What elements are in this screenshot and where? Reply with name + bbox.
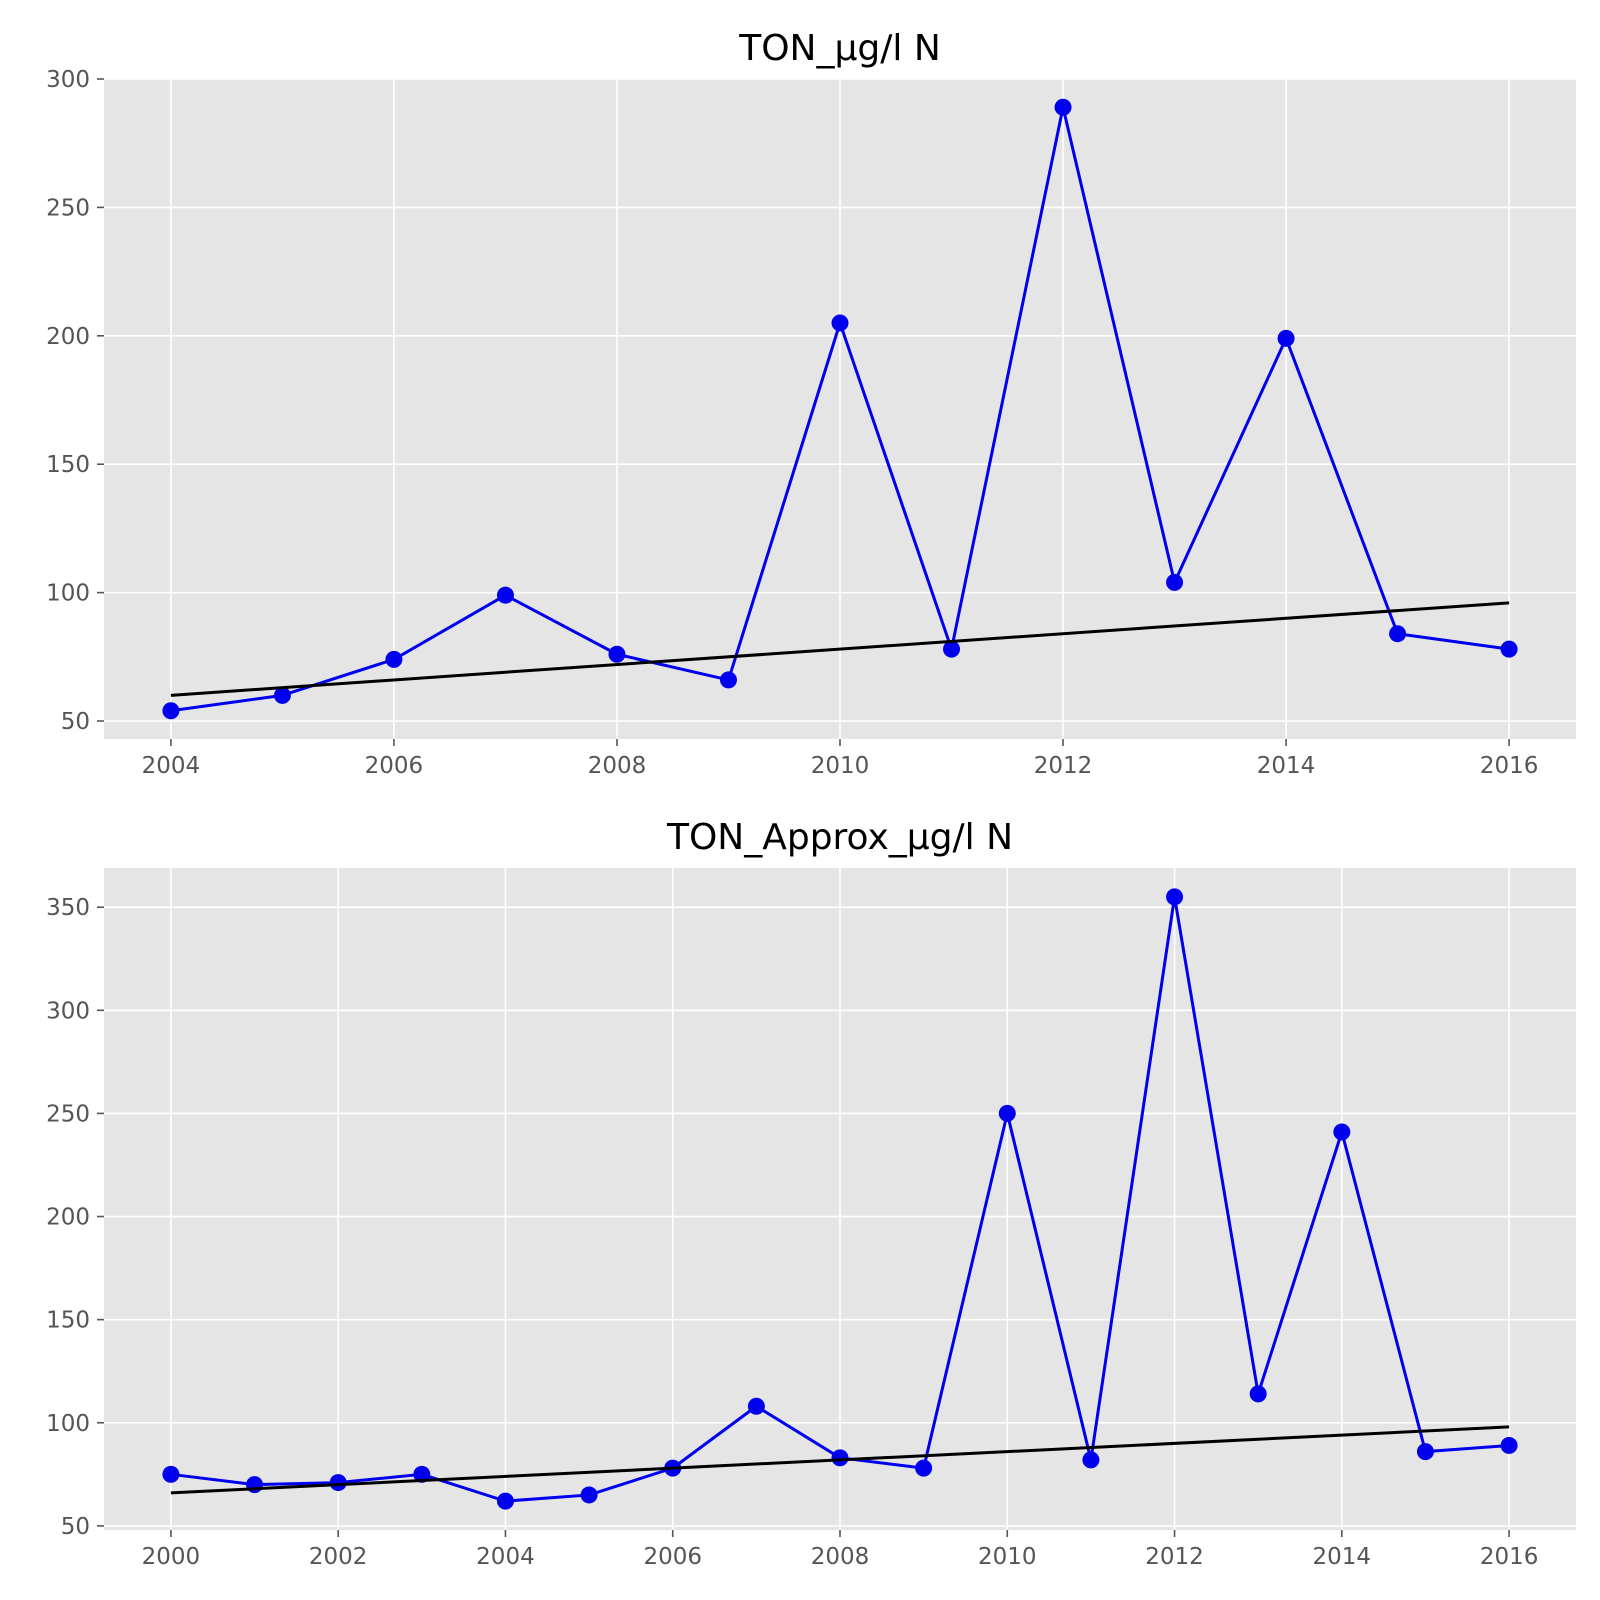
trend-line	[170, 601, 1510, 697]
y-tick-label: 50	[61, 1514, 90, 1540]
data-point	[273, 686, 291, 704]
trend-line	[170, 1425, 1510, 1495]
x-tick-label: 2000	[142, 1544, 201, 1570]
data-point	[162, 1465, 180, 1483]
data-point	[1500, 1436, 1518, 1454]
data-point	[943, 640, 961, 658]
data-point	[1082, 1451, 1100, 1469]
data-point	[246, 1476, 264, 1494]
y-tick-label: 150	[46, 1308, 90, 1334]
data-point	[496, 1492, 514, 1510]
data-point	[1249, 1385, 1267, 1403]
data-point	[162, 702, 180, 720]
data-point	[1500, 640, 1518, 658]
data-point	[719, 671, 737, 689]
x-tick-label: 2010	[811, 753, 870, 779]
y-tick-label: 200	[46, 1205, 90, 1231]
data-point	[747, 1397, 765, 1415]
x-tick-label: 2006	[643, 1544, 702, 1570]
data-point	[1416, 1443, 1434, 1461]
y-tick-label: 50	[61, 709, 90, 735]
data-point	[1166, 888, 1184, 906]
data-point	[915, 1459, 933, 1477]
data-point	[1054, 98, 1072, 116]
x-tick-label: 2004	[142, 753, 201, 779]
y-tick-label: 250	[46, 1101, 90, 1127]
x-tick-label: 2012	[1145, 1544, 1204, 1570]
chart-panel-top: 2004 2006 2008 2010 2012 2014 2016 50 100 150 200 2…	[46, 28, 1576, 779]
x-tick-label: 2014	[1257, 753, 1316, 779]
data-point	[496, 586, 514, 604]
x-tick-label: 2006	[365, 753, 424, 779]
chart-title: TON_Approx_µg/l N	[666, 817, 1013, 858]
data-point	[1389, 625, 1407, 643]
data-point	[1166, 573, 1184, 591]
x-tick-label: 2004	[476, 1544, 535, 1570]
data-point	[831, 1449, 849, 1467]
x-tick-label: 2008	[811, 1544, 870, 1570]
y-tick-label: 100	[46, 1411, 90, 1437]
x-tick-label: 2016	[1480, 1544, 1539, 1570]
x-tick-label: 2002	[309, 1544, 368, 1570]
data-point	[1277, 329, 1295, 347]
y-tick-label: 350	[46, 895, 90, 921]
y-tick-label: 300	[46, 67, 90, 93]
x-tick-label: 2012	[1034, 753, 1093, 779]
data-point	[998, 1104, 1016, 1122]
y-tick-label: 100	[46, 581, 90, 607]
data-point	[831, 314, 849, 332]
data-point	[608, 645, 626, 663]
data-point	[385, 650, 403, 668]
y-tick-label: 300	[46, 998, 90, 1024]
data-point	[1333, 1123, 1351, 1141]
x-tick-label: 2016	[1480, 753, 1539, 779]
chart-panel-bottom: 2000 2002 2004 2006 2008 2010 2012 2014 2016 50 10…	[46, 817, 1576, 1570]
y-tick-label: 250	[46, 195, 90, 221]
y-tick-label: 200	[46, 324, 90, 350]
chart-title: TON_µg/l N	[738, 28, 941, 69]
data-point	[413, 1465, 431, 1483]
data-point	[580, 1486, 598, 1504]
y-tick-label: 150	[46, 452, 90, 478]
x-tick-label: 2014	[1313, 1544, 1372, 1570]
x-tick-label: 2008	[588, 753, 647, 779]
data-point	[329, 1474, 347, 1492]
x-tick-label: 2010	[978, 1544, 1037, 1570]
